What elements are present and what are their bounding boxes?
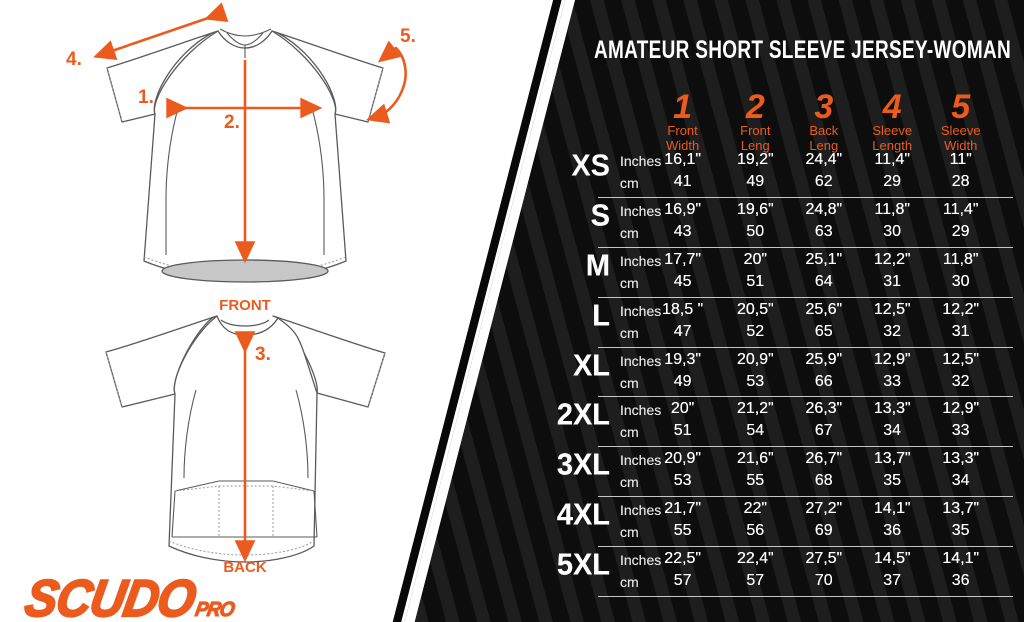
svg-text:3.: 3. (255, 344, 271, 365)
